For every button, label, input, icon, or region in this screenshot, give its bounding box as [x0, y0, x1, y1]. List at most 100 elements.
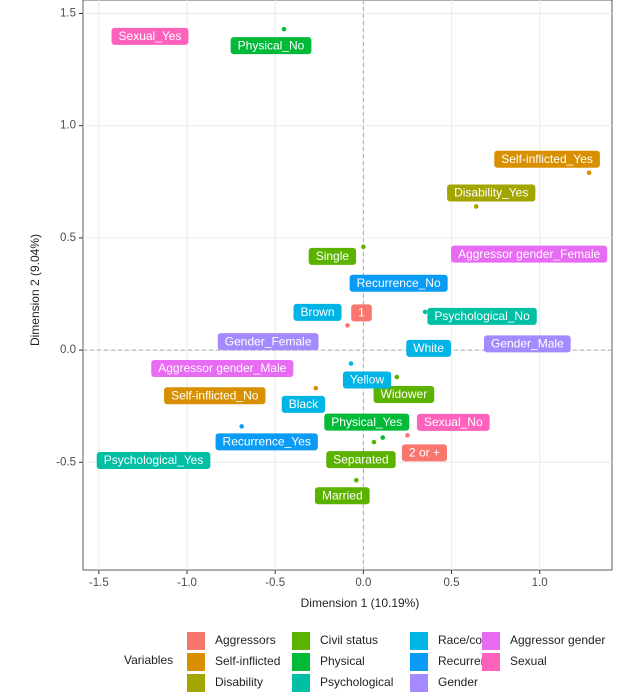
point-label: Married — [322, 488, 363, 502]
point-label: Gender_Male — [491, 337, 564, 351]
point-label-box — [451, 245, 608, 263]
point-label-box — [96, 452, 211, 470]
legend-key — [292, 653, 310, 671]
legend-key — [292, 674, 310, 692]
point — [348, 361, 354, 366]
point — [354, 477, 359, 483]
point-label-box — [293, 303, 342, 321]
point-label: Single — [316, 249, 350, 263]
point — [345, 323, 350, 328]
legend-key — [187, 653, 205, 671]
legend-title: Variables — [124, 653, 173, 667]
point-label: Aggressor gender_Male — [158, 361, 286, 375]
point-label-box — [484, 335, 571, 353]
legend-label: Psychological — [320, 675, 393, 689]
point-label-box — [349, 274, 448, 292]
point-label-box — [217, 333, 319, 351]
legend-label: Aggressor gender — [510, 633, 605, 647]
point-label-box — [427, 307, 537, 325]
point-label-box — [373, 386, 435, 404]
point-label-box — [151, 360, 294, 378]
point — [394, 374, 400, 380]
y-tick-label: 1.5 — [60, 7, 76, 19]
legend-key — [482, 632, 500, 650]
legend-key — [292, 632, 310, 650]
x-tick-label: 0.5 — [444, 577, 460, 589]
legend-key — [482, 653, 500, 671]
point-label: Self-inflicted_No — [171, 388, 259, 402]
point — [361, 244, 366, 250]
x-tick-label: -1.0 — [177, 577, 197, 589]
point-label-box — [494, 150, 600, 168]
point-label-box — [416, 413, 490, 431]
point-label-box — [111, 27, 189, 45]
point-label: Disability_Yes — [454, 186, 528, 200]
legend-label: Aggressors — [215, 633, 276, 647]
point-label: Black — [289, 397, 319, 411]
x-tick-label: -0.5 — [265, 577, 285, 589]
legend-key — [410, 674, 428, 692]
y-tick-label: 0.0 — [60, 344, 76, 356]
legend-key — [410, 632, 428, 650]
point-label: Aggressor gender_Female — [458, 247, 600, 261]
point-label-box — [324, 413, 410, 431]
point-label: Separated — [333, 452, 388, 466]
point-label-box — [406, 339, 451, 357]
x-tick-label: -1.5 — [89, 577, 109, 589]
y-tick-label: 0.5 — [60, 232, 76, 244]
legend-label: Disability — [215, 675, 263, 689]
point — [380, 435, 386, 440]
point — [371, 439, 377, 445]
point-label: Sexual_No — [424, 415, 483, 429]
legend-key — [187, 632, 205, 650]
point-label-box — [215, 433, 318, 451]
legend-label: Gender — [438, 675, 478, 689]
point-label-box — [447, 184, 536, 202]
point — [422, 309, 428, 315]
point-label-box — [281, 395, 326, 413]
point-label: Recurrence_Yes — [223, 435, 311, 449]
legend-label: Sexual — [510, 654, 547, 668]
legend-label: Race/color — [438, 633, 495, 647]
x-axis-label: Dimension 1 (10.19%) — [301, 596, 420, 610]
point-label-box — [351, 304, 372, 322]
point-label: Psychological_Yes — [104, 453, 204, 467]
x-tick-label: 1.0 — [532, 577, 548, 589]
legend-key — [410, 653, 428, 671]
point-label-box — [308, 247, 357, 265]
point-label: Brown — [301, 305, 335, 319]
point-label: Physical_Yes — [331, 415, 402, 429]
point — [473, 204, 479, 209]
point-label-box — [342, 371, 392, 389]
point-label-box — [164, 387, 266, 405]
point-label: Recurrence_No — [357, 276, 441, 290]
point-label-box — [401, 444, 447, 462]
point — [586, 170, 592, 176]
point-label: Gender_Female — [225, 334, 312, 348]
point-label: Physical_No — [238, 38, 305, 52]
point — [239, 424, 244, 429]
point-label: 1 — [358, 306, 365, 320]
y-axis-label: Dimension 2 (9.04%) — [28, 234, 42, 346]
point — [313, 385, 319, 391]
panel — [82, 0, 613, 571]
point-label: Self-inflicted_Yes — [501, 152, 593, 166]
legend-key — [187, 674, 205, 692]
y-tick-label: 1.0 — [60, 120, 76, 132]
point-label: White — [413, 341, 444, 355]
point — [405, 433, 410, 438]
point-label: Widower — [381, 387, 428, 401]
point-label-box — [314, 487, 370, 505]
point-label-box — [230, 37, 312, 55]
legend-label: Physical — [320, 654, 365, 668]
x-tick-label: 0.0 — [355, 577, 371, 589]
point-label: Yellow — [350, 373, 385, 387]
point-label: Psychological_No — [434, 309, 530, 323]
point-label: 2 or + — [409, 446, 440, 460]
point-label-box — [326, 451, 396, 469]
legend-label: Self-inflicted — [215, 654, 280, 668]
y-tick-label: -0.5 — [56, 456, 76, 468]
point — [281, 26, 287, 32]
legend-label: Civil status — [320, 633, 378, 647]
point-label: Sexual_Yes — [119, 29, 182, 43]
